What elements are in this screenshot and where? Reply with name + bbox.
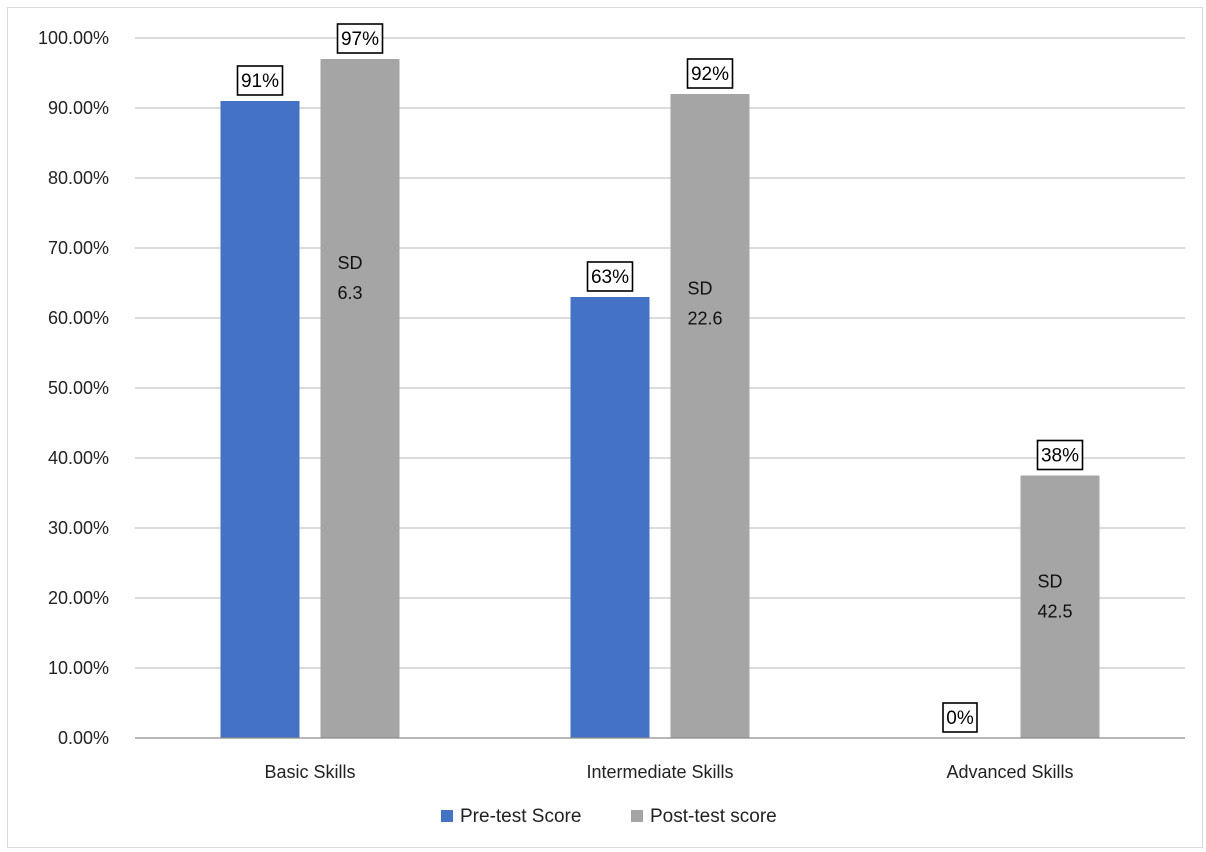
y-tick-label: 0.00% bbox=[58, 728, 109, 748]
legend-swatch bbox=[441, 810, 453, 822]
x-category-label: Basic Skills bbox=[264, 762, 355, 782]
sd-annotation-line2: 42.5 bbox=[1038, 601, 1073, 621]
data-label-box bbox=[1036, 439, 1084, 471]
data-label-box bbox=[236, 65, 284, 96]
data-label-box bbox=[336, 23, 384, 54]
y-tick-label: 10.00% bbox=[48, 658, 109, 678]
y-tick-label: 50.00% bbox=[48, 378, 109, 398]
y-tick-label: 40.00% bbox=[48, 448, 109, 468]
data-label: 97% bbox=[341, 29, 379, 50]
data-label: 38% bbox=[1041, 446, 1079, 467]
sd-annotation-line1: SD bbox=[1038, 571, 1063, 591]
sd-annotation-line1: SD bbox=[688, 278, 713, 298]
data-label: 91% bbox=[241, 71, 279, 92]
legend-label: Pre-test Score bbox=[460, 806, 581, 827]
data-label: 92% bbox=[691, 64, 729, 85]
bar bbox=[320, 59, 400, 738]
x-category-label: Advanced Skills bbox=[946, 762, 1073, 782]
bar bbox=[220, 101, 300, 738]
y-tick-label: 70.00% bbox=[48, 238, 109, 258]
sd-annotation-line2: 6.3 bbox=[338, 283, 363, 303]
bar bbox=[670, 94, 750, 738]
data-label-box bbox=[686, 58, 734, 89]
y-tick-label: 90.00% bbox=[48, 98, 109, 118]
sd-annotation-line2: 22.6 bbox=[688, 308, 723, 328]
data-label: 0% bbox=[946, 708, 974, 729]
y-tick-label: 60.00% bbox=[48, 308, 109, 328]
sd-annotation-line1: SD bbox=[338, 253, 363, 273]
y-tick-label: 80.00% bbox=[48, 168, 109, 188]
legend-label: Post-test score bbox=[650, 806, 777, 827]
legend-swatch bbox=[631, 810, 643, 822]
y-tick-label: 100.00% bbox=[38, 28, 109, 48]
y-tick-label: 20.00% bbox=[48, 588, 109, 608]
bar bbox=[570, 297, 650, 738]
data-label-box bbox=[942, 702, 978, 733]
data-label-box bbox=[586, 261, 634, 292]
bar bbox=[1020, 475, 1100, 738]
x-category-label: Intermediate Skills bbox=[586, 762, 733, 782]
y-tick-label: 30.00% bbox=[48, 518, 109, 538]
data-label: 63% bbox=[591, 267, 629, 288]
